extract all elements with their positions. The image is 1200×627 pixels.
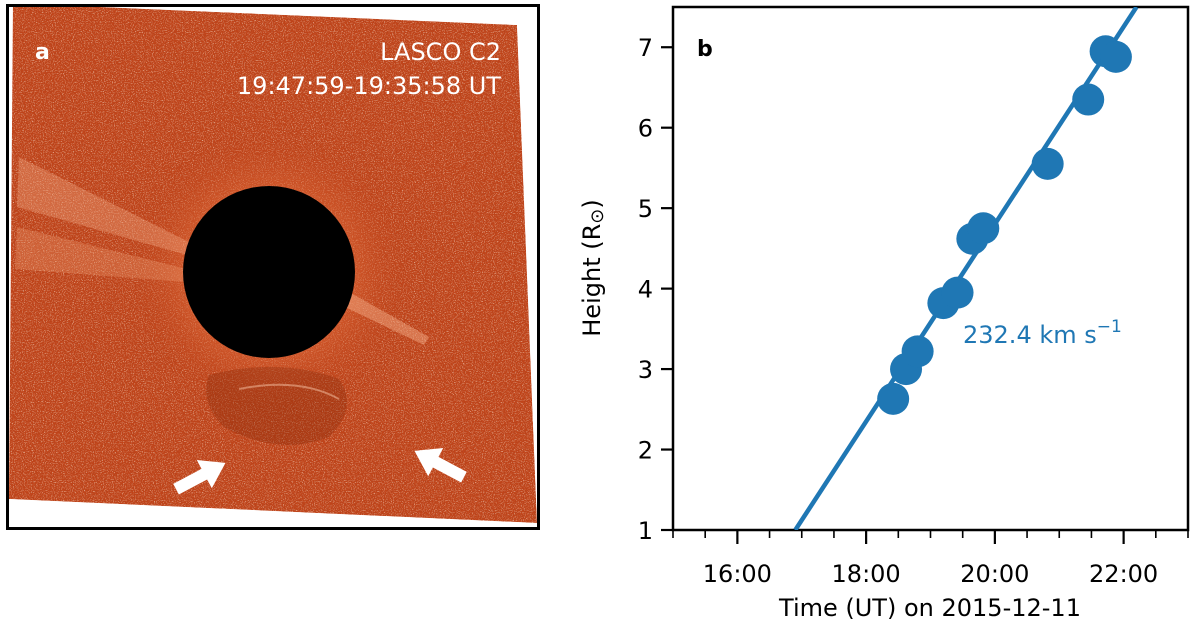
streamer-left-lower bbox=[15, 227, 187, 282]
lasco-image: a LASCO C2 19:47:59-19:35:58 UT bbox=[9, 7, 537, 527]
plot-frame bbox=[671, 5, 1190, 532]
data-point bbox=[1072, 83, 1105, 116]
y-tick-label: 7 bbox=[638, 34, 653, 62]
time-range-label: 19:47:59-19:35:58 UT bbox=[237, 72, 501, 100]
data-marks bbox=[793, 7, 1139, 530]
data-point bbox=[877, 382, 910, 415]
data-point bbox=[941, 276, 974, 309]
y-axis-title-text: Height (R bbox=[578, 224, 606, 337]
occulter-disk bbox=[183, 186, 355, 358]
data-point bbox=[967, 212, 1000, 245]
y-tick-label: 5 bbox=[638, 195, 653, 223]
x-tick-label: 18:00 bbox=[832, 560, 901, 588]
panel-a-label: a bbox=[35, 40, 50, 65]
y-axis-title-sun-symbol: ⊙ bbox=[587, 209, 608, 224]
data-point bbox=[1031, 147, 1064, 180]
x-tick-label: 22:00 bbox=[1089, 560, 1158, 588]
y-axis-title-close: ) bbox=[578, 199, 606, 208]
instrument-label: LASCO C2 bbox=[380, 38, 501, 66]
y-tick-label: 2 bbox=[638, 437, 653, 465]
image-corner-blank bbox=[9, 499, 537, 527]
y-tick-label: 4 bbox=[638, 276, 653, 304]
arrow-right-icon bbox=[414, 448, 467, 483]
panel-b-label: b bbox=[697, 37, 713, 62]
streamer-right bbox=[345, 292, 429, 345]
x-tick-label: 20:00 bbox=[960, 560, 1029, 588]
streamer-left bbox=[17, 157, 194, 257]
x-axis-title: Time (UT) on 2015-12-11 bbox=[778, 594, 1081, 622]
fit-speed-value: 232.4 km s bbox=[963, 321, 1097, 349]
fit-speed-label: 232.4 km s−1 bbox=[963, 317, 1122, 349]
y-tick-label: 1 bbox=[638, 517, 653, 545]
fit-speed-exponent: −1 bbox=[1097, 317, 1122, 337]
y-axis-title: Height (R⊙) bbox=[578, 199, 608, 336]
cme-dark-front bbox=[206, 366, 347, 445]
data-point bbox=[1099, 40, 1132, 73]
y-tick-label: 3 bbox=[638, 356, 653, 384]
data-point bbox=[901, 335, 934, 368]
lasco-c2-image-panel: a LASCO C2 19:47:59-19:35:58 UT bbox=[6, 4, 540, 530]
rotated-image-frame bbox=[9, 7, 537, 527]
axis-ticks: 16:00 18:00 20:00 22:00 1 2 3 4 5 6 7 bbox=[638, 34, 1189, 588]
arrow-left-icon bbox=[173, 460, 226, 495]
y-tick-label: 6 bbox=[638, 115, 653, 143]
x-tick-label: 16:00 bbox=[703, 560, 772, 588]
